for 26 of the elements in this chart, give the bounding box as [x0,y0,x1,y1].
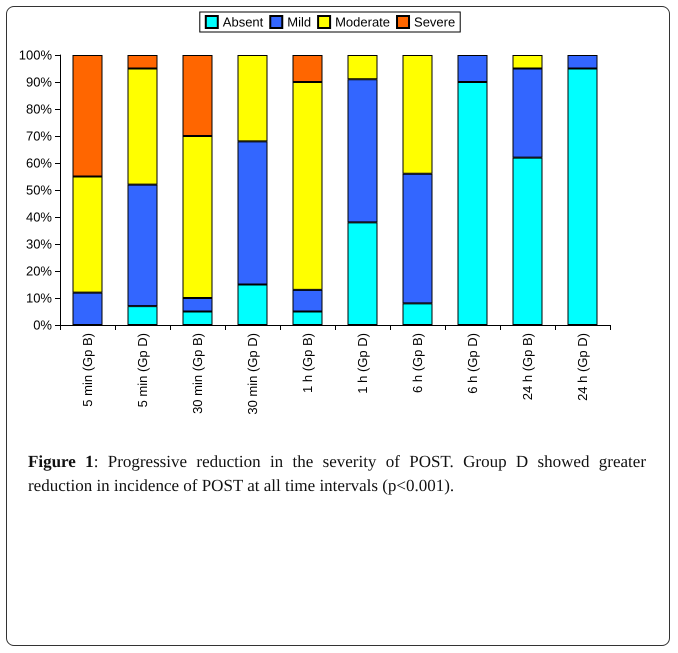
y-tick-label: 90% [26,74,52,90]
y-tick-label: 20% [26,264,52,278]
y-tick-label: 60% [26,156,52,170]
legend-label: Moderate [335,14,390,30]
y-tick-label: 70% [26,128,52,144]
y-tick-label: 100% [18,48,52,62]
y-tick-label: 50% [26,182,52,198]
y-tick-label: 10% [26,290,52,306]
legend-label: Mild [287,14,312,30]
y-tick-label: 0% [33,318,52,332]
x-tick-label: 6 h (Gp B) [410,333,425,393]
y-tick-label: 80% [26,102,52,116]
x-tick-label: 24 h (Gp B) [520,333,535,400]
y-tick-label: 30% [26,236,52,252]
x-tick-label: 24 h (Gp D) [575,333,590,401]
x-tick-label: 30 min (Gp B) [190,333,205,414]
x-tick-label: 1 h (Gp D) [355,333,370,394]
x-tick-label: 1 h (Gp B) [300,333,315,393]
x-tick-label: 5 min (Gp D) [135,333,150,408]
caption: Figure 1: Progressive reduction in the severity of POST. Group D showed greater reduction in incidence of POST at all time intervals (p<0.001). [28,451,646,497]
x-tick-label: 5 min (Gp B) [80,333,95,407]
legend-label: Absent [222,14,264,30]
x-tick-label: 30 min (Gp D) [245,333,260,415]
legend-label: Severe [414,14,456,30]
x-tick-label: 6 h (Gp D) [465,333,480,394]
y-tick-label: 40% [26,210,52,224]
